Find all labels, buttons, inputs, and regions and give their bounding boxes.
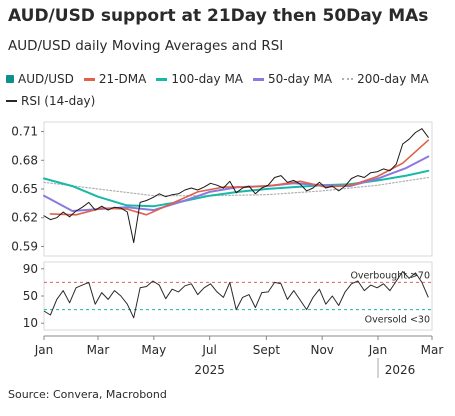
source-note: Source: Convera, Macrobond — [8, 388, 167, 401]
legend-item-audusd: AUD/USD — [6, 72, 74, 86]
x-tick-label: Sept — [253, 343, 281, 357]
x-tick-label: Nov — [310, 343, 333, 357]
legend-label-audusd: AUD/USD — [18, 72, 74, 86]
legend-item-rsi: RSI (14-day) — [6, 94, 95, 108]
x-tick-label: Mar — [421, 343, 444, 357]
legend-swatch-dma200 — [342, 78, 354, 80]
legend-item-dma21: 21-DMA — [83, 72, 147, 86]
series-line-200-day-ma — [43, 176, 429, 197]
x-year-label: 2026 — [385, 363, 416, 377]
oversold-label: Oversold <30 — [365, 315, 430, 326]
chart-subtitle: AUD/USD daily Moving Averages and RSI — [8, 38, 284, 54]
x-year-label: 2025 — [194, 363, 225, 377]
rsi-y-tick-label: 50 — [23, 289, 38, 303]
legend-label-dma200: 200-day MA — [357, 72, 429, 86]
legend-item-dma50: 50-day MA — [253, 72, 332, 86]
legend-label-dma100: 100-day MA — [171, 72, 244, 86]
series-line-aud-usd — [43, 128, 429, 244]
main-panel-frame — [43, 121, 433, 257]
series-line-100-day-ma — [43, 169, 430, 208]
legend-label-dma50: 50-day MA — [268, 72, 333, 86]
legend-label-dma21: 21-DMA — [98, 72, 147, 86]
legend-item-dma200: 200-day MA — [342, 72, 429, 86]
x-tick-label: Jan — [368, 343, 388, 357]
legend-swatch-dma21 — [83, 77, 95, 81]
legend-label-rsi: RSI (14-day) — [21, 94, 96, 108]
legend-swatch-dma100 — [156, 77, 168, 81]
y-tick-label: 0.71 — [11, 125, 38, 139]
overbought-label: Overbought >70 — [350, 270, 430, 281]
x-tick-label: Mar — [87, 343, 110, 357]
x-tick-label: May — [141, 343, 166, 357]
series-line-50-day-ma — [43, 155, 430, 212]
x-tick-label: Jan — [34, 343, 54, 357]
rsi-y-tick-label: 10 — [23, 316, 38, 330]
legend-swatch-rsi — [6, 100, 17, 102]
y-tick-label: 0.62 — [11, 211, 38, 225]
chart-legend: AUD/USD 21-DMA 100-day MA 50-day MA 200-… — [6, 68, 452, 112]
y-tick-label: 0.68 — [11, 153, 38, 167]
legend-swatch-dma50 — [253, 77, 265, 81]
chart-title: AUD/USD support at 21Day then 50Day MAs — [8, 6, 429, 26]
legend-item-dma100: 100-day MA — [156, 72, 243, 86]
legend-swatch-audusd — [6, 75, 14, 83]
y-tick-label: 0.59 — [11, 239, 38, 253]
series-line-rsi — [43, 271, 429, 319]
rsi-y-tick-label: 90 — [23, 262, 38, 276]
x-tick-label: Jul — [201, 343, 216, 357]
y-tick-label: 0.65 — [11, 182, 38, 196]
series-line-21-dma — [49, 139, 430, 216]
